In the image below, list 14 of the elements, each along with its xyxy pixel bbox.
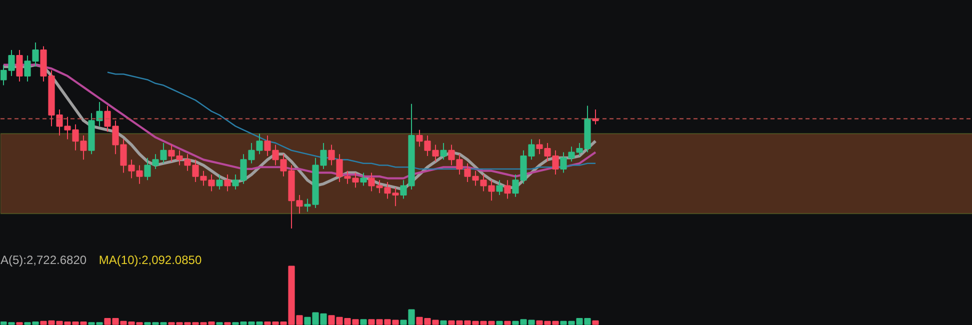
candlestick xyxy=(496,180,503,196)
bar xyxy=(360,319,367,325)
candlestick xyxy=(504,180,511,200)
candlestick xyxy=(224,174,231,192)
annotation: A(5):2,722.6820 xyxy=(0,252,87,267)
bar xyxy=(496,320,503,325)
candlestick xyxy=(360,172,367,186)
annotation: MA(10):2,092.0850 xyxy=(98,252,202,267)
candlestick xyxy=(440,142,447,160)
candlestick xyxy=(16,49,23,82)
bar xyxy=(440,320,447,325)
candlestick xyxy=(216,174,223,190)
bar xyxy=(504,320,511,325)
bar xyxy=(592,320,599,325)
